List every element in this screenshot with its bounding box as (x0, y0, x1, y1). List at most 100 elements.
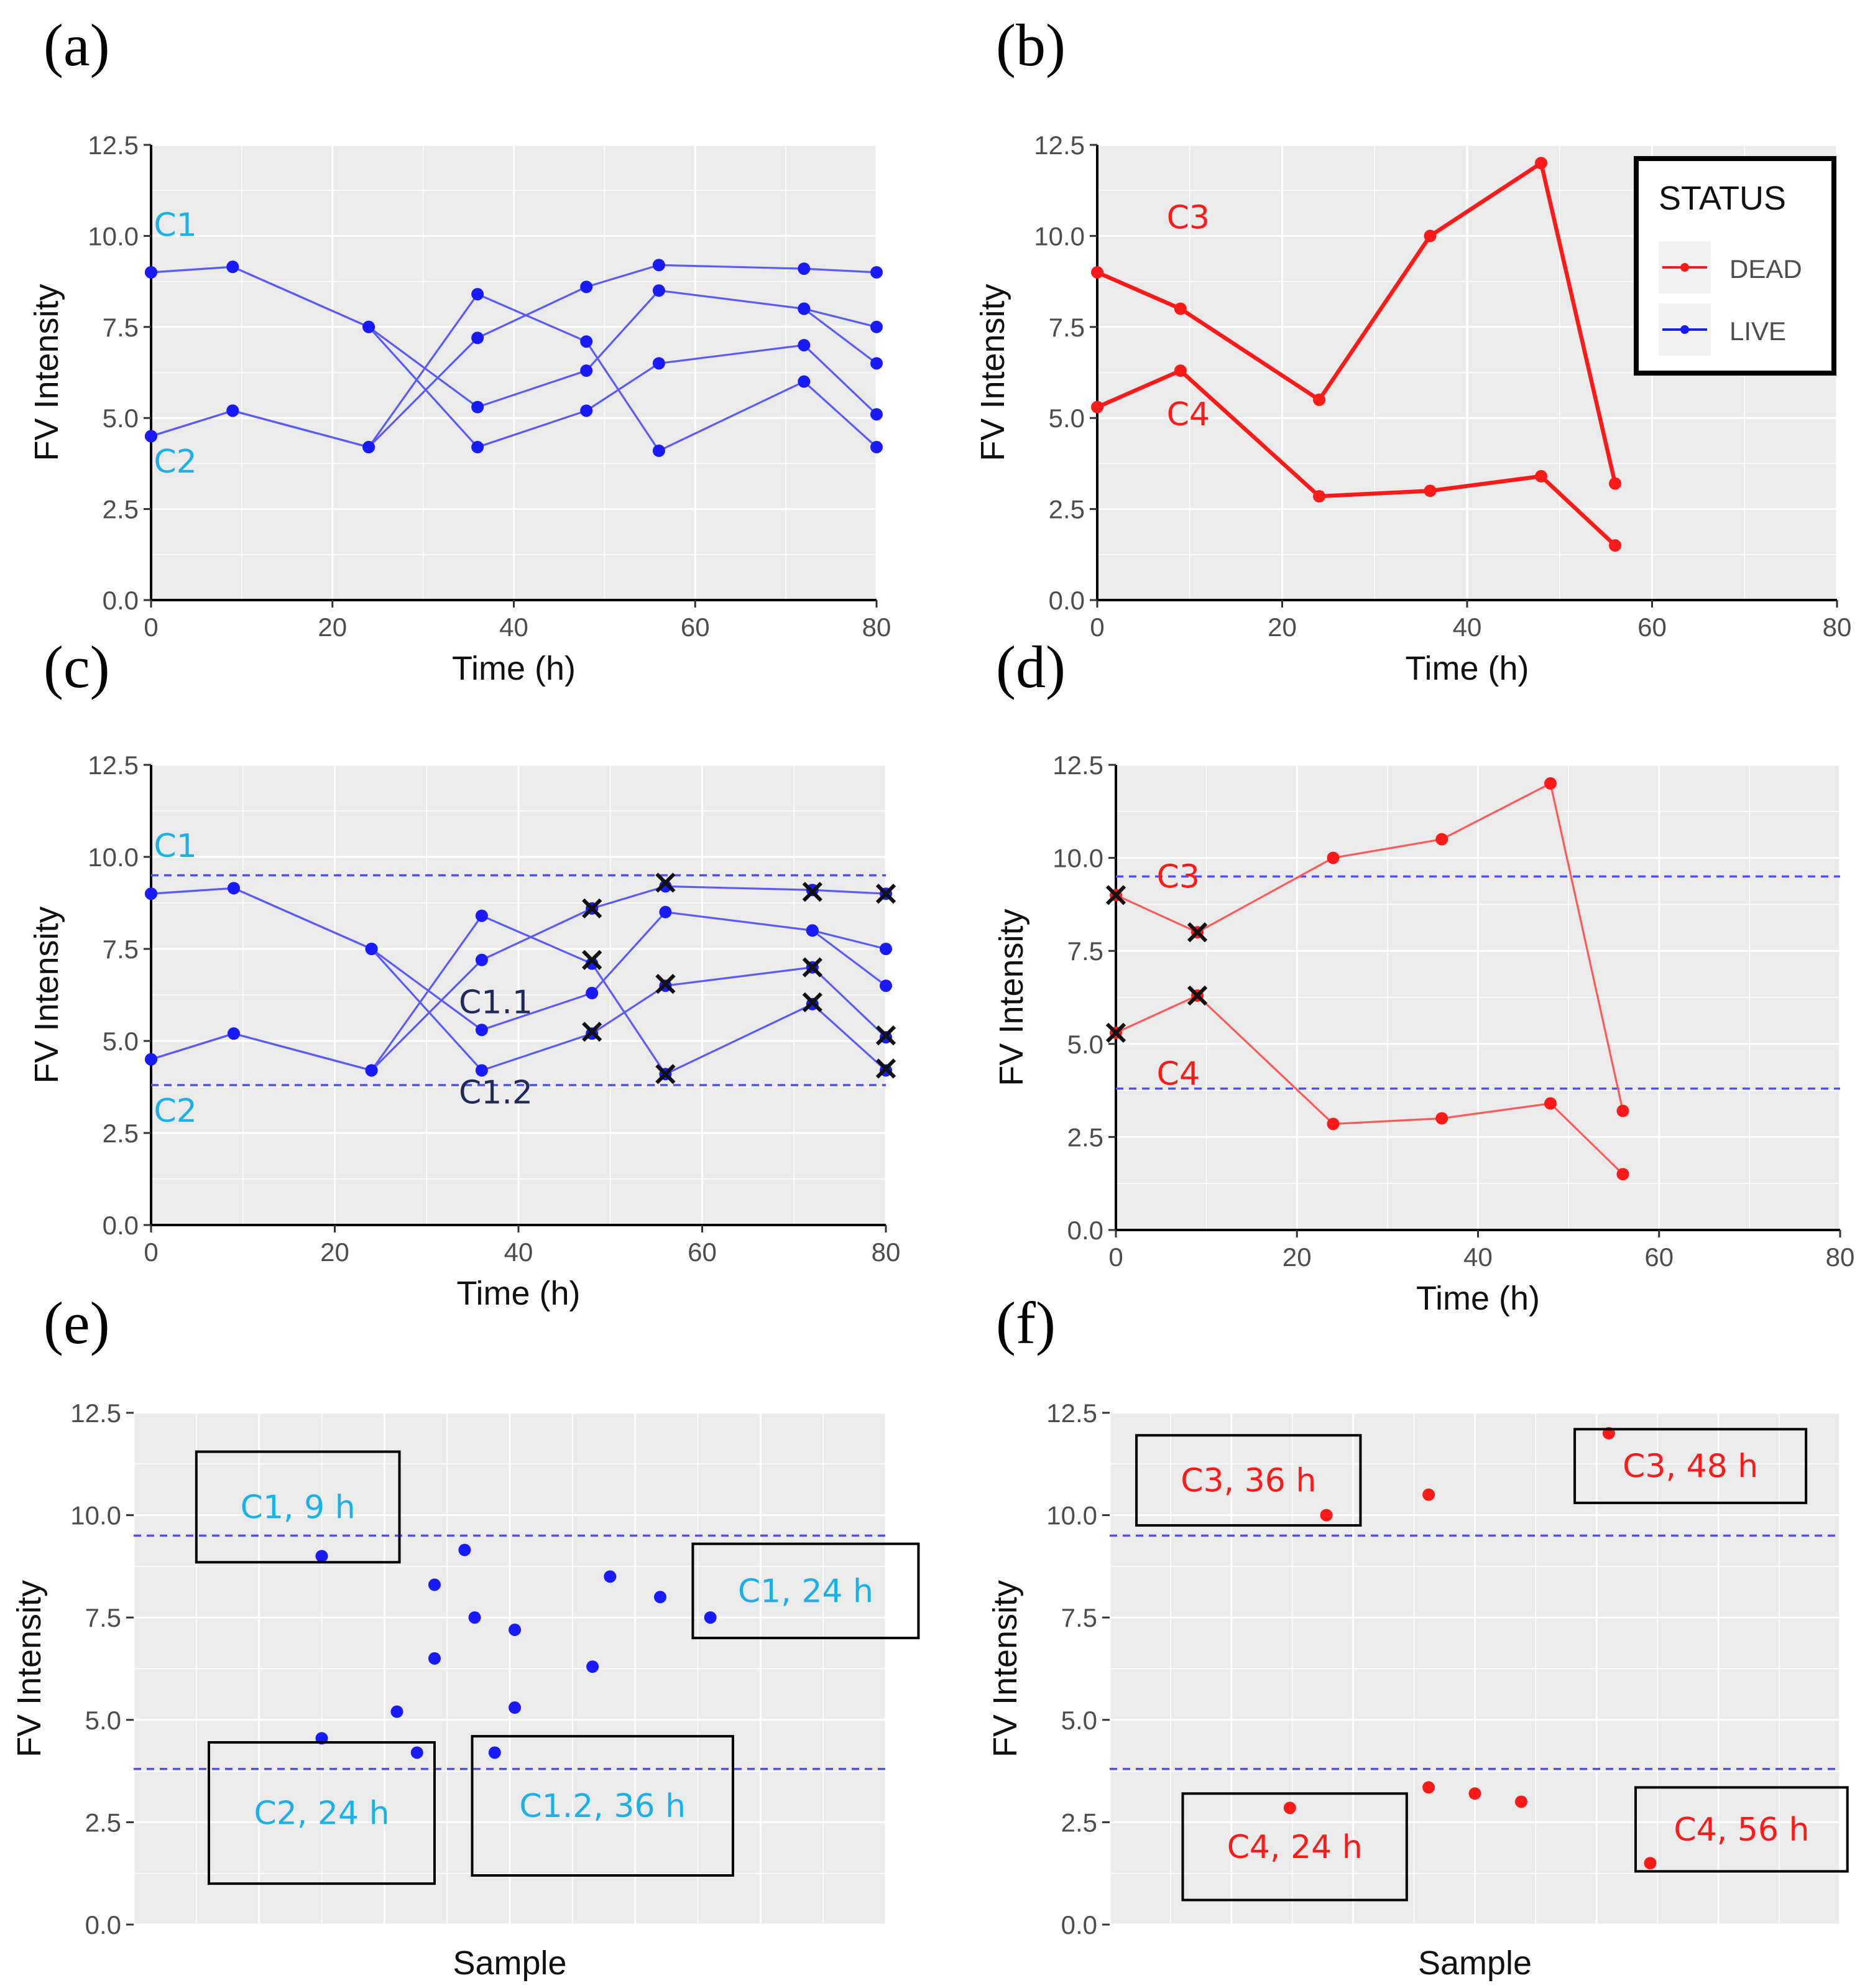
y-tick-label: 5.0 (1061, 1706, 1097, 1735)
x-tick-label: 80 (872, 1237, 901, 1267)
series-line-1 (150, 266, 877, 409)
y-tick-label: 0.0 (1049, 586, 1085, 615)
annotation-label: C3 (1167, 200, 1210, 237)
cross-stroke (582, 1022, 602, 1042)
scatter-point (704, 1611, 717, 1624)
x-tick-label: 80 (1823, 613, 1852, 642)
annotation-box-label: C1, 24 h (738, 1573, 873, 1610)
y-tick-label: 7.5 (1067, 936, 1103, 966)
y-tick-label: 0.0 (1067, 1216, 1103, 1245)
data-point (870, 320, 883, 333)
cross-stroke (875, 884, 896, 904)
y-tick-label: 0.0 (103, 1211, 139, 1240)
panel-b: 0.0 2.5 5.0 7.5 10.0 12.5 0 20 40 60 80 Time (h) FV … (974, 12, 1851, 687)
cross-stroke (802, 957, 822, 978)
scatter-point (410, 1746, 423, 1759)
cross-marker (1187, 985, 1208, 1006)
series-line-4 (812, 929, 886, 950)
cross-marker (655, 974, 676, 994)
data-point (798, 302, 811, 315)
y-axis-title: FV Intensity (28, 284, 65, 461)
y-tick-label: 7.5 (1049, 313, 1085, 342)
scatter-point (488, 1746, 501, 1759)
cross-marker (1105, 1022, 1126, 1043)
series-line-3 (150, 264, 877, 448)
scatter-point (1468, 1787, 1481, 1800)
y-tick-label: 5.0 (85, 1706, 121, 1735)
cross-stroke (655, 974, 676, 994)
data-point (880, 979, 892, 992)
y-tick-label: 2.5 (1061, 1808, 1097, 1837)
scatter-point (1283, 1801, 1296, 1815)
y-tick-label: 7.5 (1061, 1603, 1097, 1632)
x-axis-title: Sample (453, 1944, 566, 1982)
data-point (580, 335, 593, 348)
scatter-point (428, 1578, 441, 1591)
cross-stroke (875, 1058, 896, 1079)
panel-c: 0.0 2.5 5.0 7.5 10.0 12.5 0 20 40 60 80 Time (h) FV … (28, 634, 900, 1312)
cross-stroke (802, 992, 822, 1012)
x-tick-label: 0 (144, 1237, 158, 1267)
series-line-1 (150, 887, 886, 1031)
panel-label: (d) (996, 634, 1066, 700)
x-tick-label: 40 (1463, 1242, 1493, 1272)
data-point (1435, 833, 1448, 846)
annotation-box (1135, 1434, 1362, 1527)
data-point (1327, 1117, 1340, 1130)
y-tick-label: 12.5 (88, 131, 139, 160)
y-tick-label: 10.0 (70, 1501, 121, 1530)
data-point (652, 284, 665, 297)
annotation-label: C4 (1167, 396, 1210, 433)
data-point (580, 280, 593, 294)
annotation-box (208, 1741, 436, 1885)
annotation-label: C2 (154, 443, 196, 481)
data-point (1174, 364, 1187, 377)
cross-marker (655, 1064, 676, 1084)
cross-stroke (1187, 922, 1208, 943)
annotation-box-label: C1, 9 h (241, 1489, 356, 1526)
y-axis-title: FV Intensity (974, 284, 1011, 461)
series-line-3 (150, 885, 886, 1071)
y-tick-label: 12.5 (1034, 131, 1085, 160)
data-point (1313, 393, 1325, 406)
y-tick-label: 10.0 (1046, 1501, 1097, 1530)
data-point (659, 905, 672, 918)
annotation-box (1181, 1792, 1408, 1902)
y-tick-label: 10.0 (1052, 844, 1103, 873)
cross-stroke (655, 1064, 676, 1084)
annotation-label: C3 (1157, 858, 1200, 895)
x-axis-title: Sample (1418, 1944, 1532, 1982)
x-tick-label: 40 (499, 613, 528, 642)
data-point (1535, 469, 1547, 483)
cross-marker (875, 884, 896, 904)
scatter-point (1514, 1795, 1527, 1808)
data-point (365, 1064, 378, 1077)
cross-marker (875, 1025, 896, 1046)
data-point (145, 430, 157, 443)
legend: STATUS DEAD LIVE (1634, 156, 1836, 376)
annotation-label: C1 (154, 206, 196, 244)
panel-e: 0.0 2.5 5.0 7.5 10.0 12.5 Sample FV Intensity (e… (11, 1290, 920, 1982)
scatter-point (1422, 1488, 1435, 1501)
annotation-box (1634, 1786, 1849, 1873)
scatter-point (390, 1705, 403, 1718)
data-point (1609, 539, 1621, 552)
data-point (880, 943, 892, 955)
data-point (870, 408, 883, 421)
scatter-point (654, 1591, 666, 1604)
panel-f: 0.0 2.5 5.0 7.5 10.0 12.5 Sample FV Intensity (f… (987, 1290, 1849, 1982)
y-tick-label: 12.5 (70, 1399, 121, 1428)
data-point (1091, 400, 1103, 414)
cross-marker (582, 898, 602, 919)
panel-d: 0.0 2.5 5.0 7.5 10.0 12.5 0 20 40 60 80 Time (h) FV … (993, 634, 1854, 1317)
x-tick-label: 80 (1826, 1242, 1855, 1272)
legend-key-point (1680, 325, 1689, 334)
annotation-box-label: C1.2, 36 h (519, 1788, 686, 1825)
data-point (1609, 477, 1621, 490)
scatter-point (468, 1611, 481, 1624)
data-point (1616, 1168, 1629, 1181)
data-point (1313, 490, 1325, 503)
annotation-label: C1.2 (459, 1075, 533, 1112)
y-tick-label: 10.0 (88, 843, 139, 872)
